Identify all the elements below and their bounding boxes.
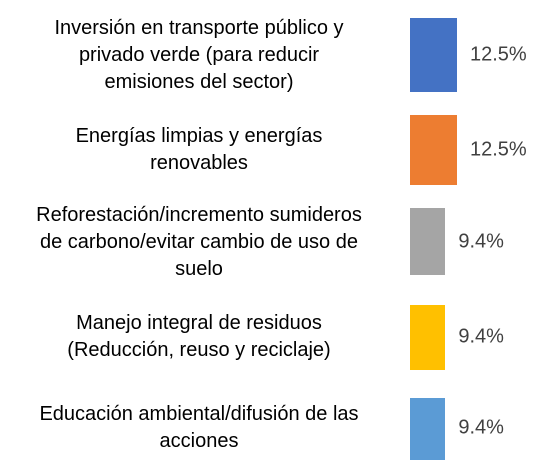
category-label: Inversión en transporte público y privad… (54, 16, 344, 93)
bar-row: Educación ambiental/difusión de las acci… (0, 382, 535, 460)
bar (410, 115, 457, 185)
bar (410, 398, 446, 460)
category-label: Educación ambiental/difusión de las acci… (39, 403, 359, 452)
bar-row: Manejo integral de residuos (Reducción, … (0, 291, 535, 383)
value-label: 12.5% (470, 43, 527, 66)
category-label: Manejo integral de residuos (Reducción, … (67, 312, 331, 361)
bar-row: Inversión en transporte público y privad… (0, 9, 535, 101)
category-label: Energías limpias y energías renovables (75, 125, 323, 174)
bar-row: Energías limpias y energías renovables 12… (0, 104, 535, 196)
value-label: 9.4% (458, 416, 504, 439)
bar (410, 18, 457, 92)
value-label: 12.5% (470, 138, 527, 161)
value-label: 9.4% (458, 230, 504, 253)
value-label: 9.4% (458, 325, 504, 348)
bar (410, 305, 446, 370)
bar-row: Reforestación/incremento sumideros de ca… (0, 196, 535, 288)
category-label: Reforestación/incremento sumideros de ca… (36, 203, 362, 280)
bar (410, 208, 446, 275)
